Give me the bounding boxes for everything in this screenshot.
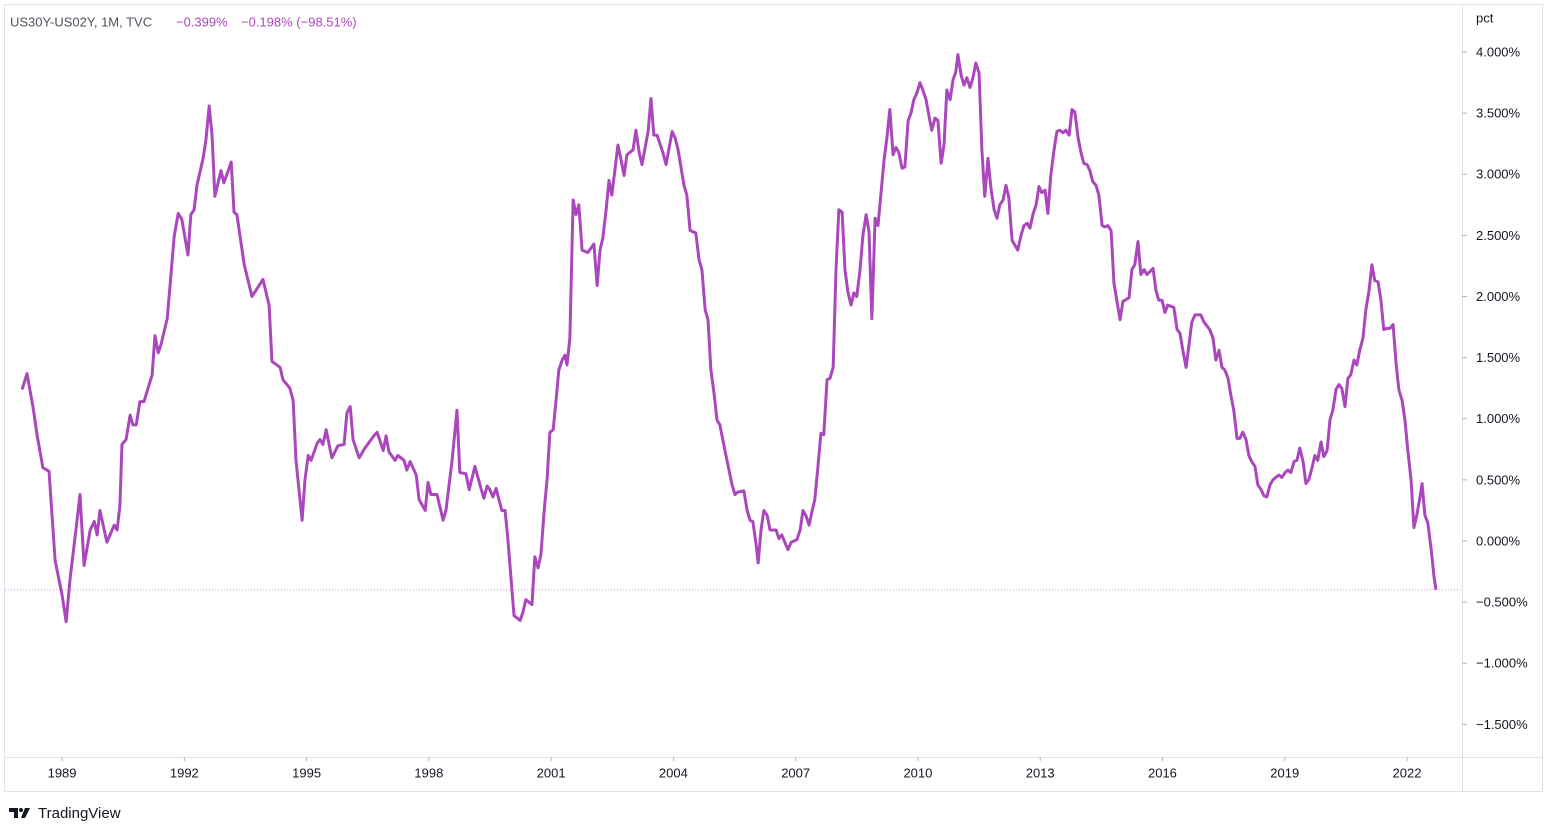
x-tick-label: 2004 xyxy=(659,765,688,780)
y-tick-label: 3.500% xyxy=(1476,106,1521,121)
y-tick-label: 0.500% xyxy=(1476,472,1521,487)
x-tick-label: 2013 xyxy=(1026,765,1055,780)
y-tick-label: 4.000% xyxy=(1476,44,1521,59)
y-tick-label: 0.000% xyxy=(1476,533,1521,548)
y-tick-label: −0.500% xyxy=(1476,595,1528,610)
x-tick-label: 1989 xyxy=(48,765,77,780)
x-tick-label: 2016 xyxy=(1148,765,1177,780)
series-line xyxy=(20,53,1438,624)
x-tick-label: 1998 xyxy=(414,765,443,780)
x-tick-label: 1995 xyxy=(292,765,321,780)
y-tick-label: 2.500% xyxy=(1476,228,1521,243)
frame xyxy=(4,4,1543,792)
x-tick-label: 2010 xyxy=(903,765,932,780)
y-tick-label: 1.000% xyxy=(1476,411,1521,426)
brand-name: TradingView xyxy=(38,805,121,822)
x-tick-label: 2001 xyxy=(537,765,566,780)
change-value: −0.198% (−98.51%) xyxy=(241,14,357,29)
y-tick-label: 2.000% xyxy=(1476,289,1521,304)
symbol-title: US30Y-US02Y, 1M, TVC xyxy=(10,14,152,29)
x-tick-label: 1992 xyxy=(170,765,199,780)
y-tick-label: 3.000% xyxy=(1476,167,1521,182)
brand-logo xyxy=(9,808,30,818)
x-tick-label: 2022 xyxy=(1393,765,1422,780)
y-tick-label: 1.500% xyxy=(1476,350,1521,365)
x-tick-label: 2007 xyxy=(781,765,810,780)
last-value: −0.399% xyxy=(176,14,228,29)
y-axis-label: pct xyxy=(1476,10,1494,25)
x-tick-label: 2019 xyxy=(1270,765,1299,780)
y-tick-label: −1.000% xyxy=(1476,656,1528,671)
y-tick-label: −1.500% xyxy=(1476,717,1528,732)
